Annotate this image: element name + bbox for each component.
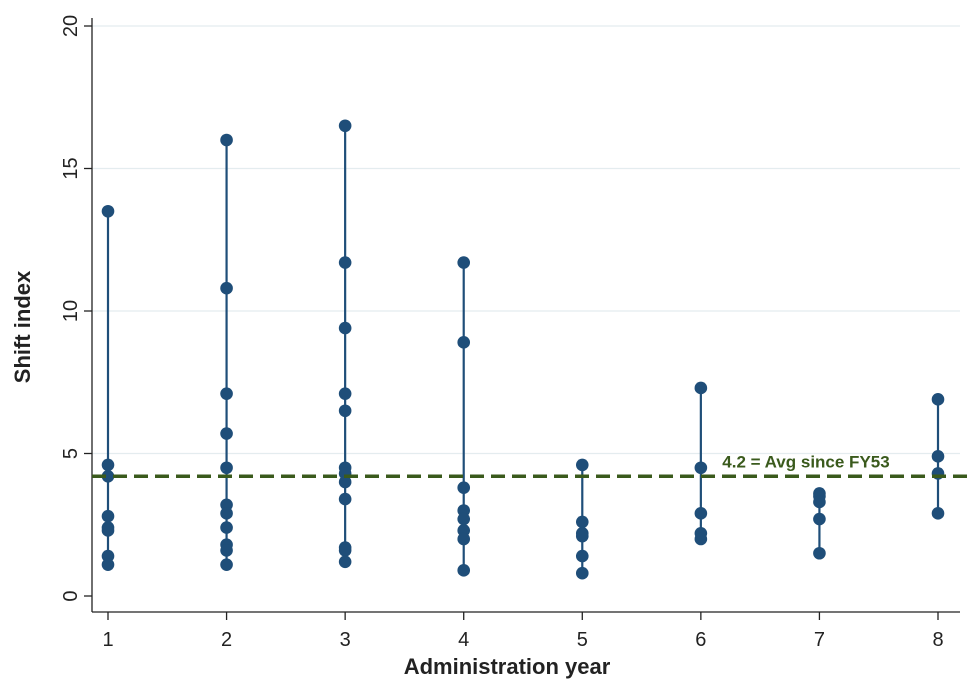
x-tick-label: 1 [102, 629, 113, 651]
data-point [338, 404, 352, 418]
y-tick-label: 0 [60, 590, 82, 601]
data-point [813, 512, 826, 526]
data-point [457, 336, 471, 349]
data-point [220, 521, 233, 534]
data-point [220, 281, 233, 295]
data-point [220, 427, 233, 440]
data-point [220, 133, 233, 147]
data-point [694, 381, 708, 395]
data-point [101, 458, 115, 472]
data-point [813, 495, 826, 509]
data-point [694, 461, 708, 475]
data-point [457, 481, 471, 495]
data-point [220, 461, 233, 475]
data-point [101, 470, 115, 483]
data-point [338, 492, 352, 506]
y-tick-label: 15 [60, 157, 82, 179]
y-axis-title: Shift index [10, 270, 35, 383]
data-point [457, 564, 471, 577]
data-point [220, 507, 233, 520]
x-tick-label: 2 [221, 629, 232, 651]
data-point [338, 119, 352, 133]
data-point [338, 256, 352, 269]
data-point [220, 544, 233, 557]
reference-line-label: 4.2 = Avg since FY53 [722, 452, 889, 471]
data-series [101, 119, 945, 580]
x-tick-label: 4 [458, 629, 469, 651]
y-tick-label: 10 [60, 300, 82, 322]
data-point [931, 507, 945, 520]
data-point [575, 458, 589, 472]
data-point [575, 515, 589, 529]
data-point [931, 450, 945, 463]
data-point [338, 321, 352, 335]
data-point [694, 507, 708, 520]
data-point [813, 546, 826, 560]
x-axis-title: Administration year [404, 654, 611, 679]
x-tick-label: 5 [577, 629, 588, 651]
x-tick-label: 7 [814, 629, 825, 651]
axes: 0 5 10 15 20 1 2 3 4 5 6 7 8 [60, 15, 960, 651]
data-point [457, 256, 471, 269]
data-point [338, 387, 352, 400]
data-point [338, 555, 352, 569]
data-point [220, 558, 233, 571]
data-point [101, 509, 115, 523]
data-point [457, 512, 471, 526]
x-tick-label: 3 [340, 629, 351, 651]
y-tick-label: 5 [60, 448, 82, 459]
data-point [575, 566, 589, 580]
data-point [694, 532, 708, 546]
data-point [575, 529, 589, 543]
data-point [575, 549, 589, 563]
x-tick-label: 6 [695, 629, 706, 651]
data-point [101, 558, 115, 571]
data-point [101, 204, 115, 218]
data-point [338, 475, 352, 489]
data-point [101, 524, 115, 537]
x-tick-label: 8 [932, 629, 943, 651]
data-point [931, 393, 945, 406]
data-point [338, 544, 352, 557]
reference-line-group: 4.2 = Avg since FY53 [92, 452, 970, 479]
gridlines [92, 25, 960, 455]
data-point [457, 532, 471, 546]
y-tick-label: 20 [60, 15, 82, 37]
data-point [220, 387, 233, 400]
